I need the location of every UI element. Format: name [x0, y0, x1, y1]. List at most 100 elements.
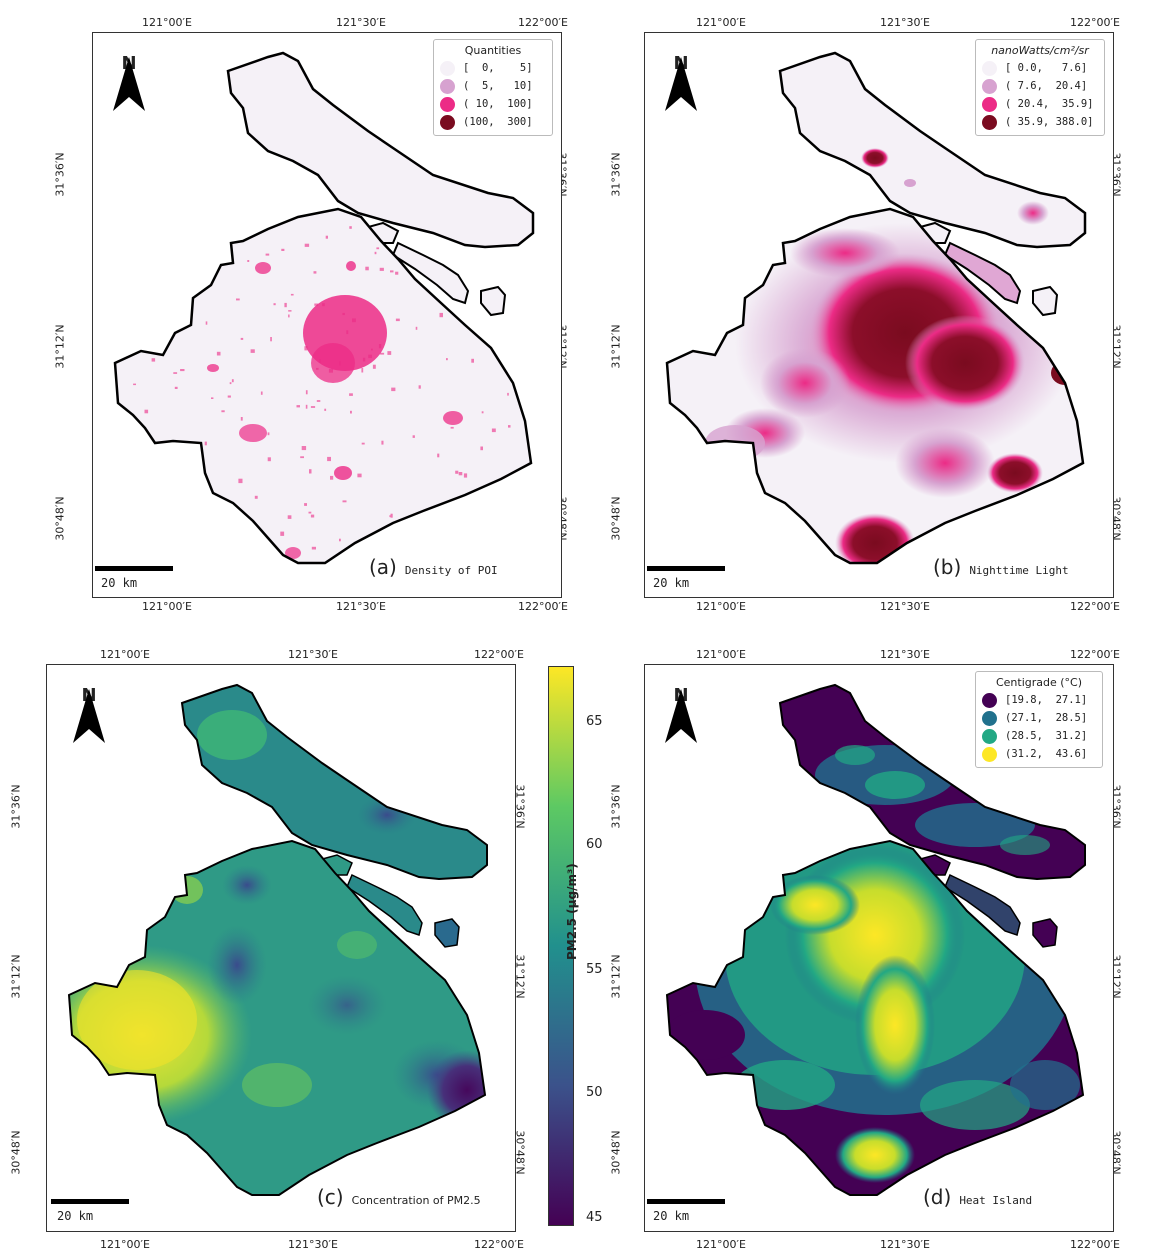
- poi-speck: [170, 290, 175, 293]
- lon-tick-top-2: 121°30′E: [880, 16, 930, 29]
- poi-speck: [491, 428, 496, 433]
- scale-label: 20 km: [101, 576, 138, 590]
- panel-letter: (a): [369, 555, 397, 579]
- legend-item: (31.2, 43.6]: [982, 745, 1096, 763]
- colorbar-gradient: [549, 667, 573, 1225]
- colorbar-tick: 55: [586, 962, 603, 977]
- poi-speck: [238, 478, 243, 484]
- poi-speck: [349, 226, 352, 229]
- lon-tick-top-3: 122°00′E: [1070, 16, 1120, 29]
- poi-speck: [240, 337, 244, 340]
- poi-speck: [160, 272, 163, 277]
- lon-tick-bottom-3: 122°00′E: [518, 600, 568, 613]
- poi-speck: [350, 410, 352, 414]
- map-frame-a: N Quantities [ 0, 5] ( 5, 10] ( 10, 100]…: [92, 32, 562, 598]
- scale-label: 20 km: [653, 576, 690, 590]
- scale-bar: 20 km: [647, 566, 725, 590]
- map-frame-b: N nanoWatts/cm²/sr [ 0.0, 7.6] ( 7.6, 20…: [644, 32, 1114, 598]
- lon-tick-top-1: 121°00′E: [696, 648, 746, 661]
- poi-speck: [365, 266, 369, 271]
- poi-speck: [328, 369, 333, 373]
- legend-swatch: [982, 692, 997, 708]
- poi-speck: [201, 235, 206, 240]
- legend-label: ( 5, 10]: [463, 80, 533, 92]
- poi-speck: [181, 487, 186, 490]
- poi-speck: [304, 243, 310, 247]
- poi-speck: [313, 271, 317, 274]
- poi-speck: [204, 441, 207, 446]
- poi-speck: [322, 303, 325, 307]
- map-canvas-d: [665, 683, 1086, 1196]
- legend-swatch: [982, 746, 997, 762]
- poi-speck: [395, 271, 399, 275]
- poi-speck: [387, 351, 392, 355]
- poi-speck: [437, 453, 440, 458]
- poi-speck: [310, 514, 315, 518]
- poi-speck: [179, 505, 184, 510]
- island-chongming-a: [226, 51, 535, 317]
- lat-tick-left-2: 31°12′N: [609, 954, 623, 999]
- poi-speck: [173, 372, 178, 374]
- lon-tick-bottom-3: 122°00′E: [474, 1238, 524, 1251]
- poi-speck: [391, 387, 396, 392]
- legend-title: nanoWatts/cm²/sr: [991, 44, 1089, 57]
- lon-tick-top-3: 122°00′E: [1070, 648, 1120, 661]
- poi-speck: [390, 270, 394, 273]
- poi-speck: [508, 425, 511, 428]
- legend-label: [19.8, 27.1]: [1005, 694, 1088, 706]
- poi-speck: [305, 390, 308, 395]
- legend-item: [ 0.0, 7.6]: [982, 59, 1098, 77]
- panel-c: 121°00′E 121°30′E 122°00′E 31°36′N 31°12…: [0, 630, 610, 1257]
- map-canvas-b: [665, 51, 1087, 565]
- lon-tick-bottom-2: 121°30′E: [288, 1238, 338, 1251]
- legend-swatch: [440, 96, 455, 112]
- poi-speck: [460, 542, 464, 546]
- poi-speck: [226, 540, 229, 545]
- legend-swatch: [982, 96, 997, 112]
- poi-speck: [265, 253, 270, 256]
- poi-speck: [254, 495, 258, 499]
- lat-tick-left-2: 31°12′N: [53, 324, 67, 369]
- legend-title: Centigrade (°C): [995, 676, 1083, 689]
- scale-label: 20 km: [57, 1209, 94, 1223]
- lon-tick-bottom-2: 121°30′E: [336, 600, 386, 613]
- poi-speck: [288, 310, 292, 312]
- poi-speck: [247, 260, 250, 262]
- panel-letter: (d): [923, 1185, 952, 1209]
- poi-speck: [304, 346, 308, 351]
- poi-speck: [216, 351, 221, 356]
- poi-speck: [301, 446, 307, 451]
- poi-speck: [480, 446, 483, 451]
- poi-speck: [330, 475, 334, 480]
- poi-speck: [163, 517, 165, 520]
- lon-tick-bottom-1: 121°00′E: [696, 600, 746, 613]
- panel-caption: (a) Density of POI: [369, 555, 498, 579]
- legend-item: ( 35.9, 388.0]: [982, 113, 1098, 131]
- colorbar-tick: 60: [586, 837, 603, 852]
- poi-speck: [357, 473, 362, 478]
- poi-speck: [316, 367, 319, 370]
- poi-speck: [450, 426, 454, 429]
- poi-speck: [182, 465, 187, 468]
- panel-a: 121°00′E 121°30′E 122°00′E 31°36′N 31°12…: [0, 0, 578, 620]
- poi-speck: [237, 543, 239, 546]
- poi-speck: [494, 510, 499, 514]
- poi-speck: [247, 557, 250, 560]
- legend-item: (100, 300]: [440, 113, 546, 131]
- panel-caption: (c) Concentration of PM2.5: [317, 1185, 481, 1209]
- lat-tick-left-3: 30°48′N: [609, 496, 623, 541]
- poi-speck: [142, 270, 147, 275]
- legend-label: ( 10, 100]: [463, 98, 533, 110]
- poi-speck: [133, 383, 136, 386]
- legend-label: (31.2, 43.6]: [1005, 748, 1088, 760]
- poi-speck: [395, 318, 400, 322]
- poi-speck: [185, 222, 189, 227]
- legend-item: ( 5, 10]: [440, 77, 546, 95]
- north-arrow-icon: N: [661, 55, 701, 135]
- poi-clusters-a: [133, 218, 517, 560]
- light-clusters-b: [705, 223, 1079, 563]
- lon-tick-bottom-3: 122°00′E: [1070, 1238, 1120, 1251]
- poi-speck: [273, 303, 276, 306]
- poi-speck: [503, 321, 508, 325]
- lon-tick-top-2: 121°30′E: [288, 648, 338, 661]
